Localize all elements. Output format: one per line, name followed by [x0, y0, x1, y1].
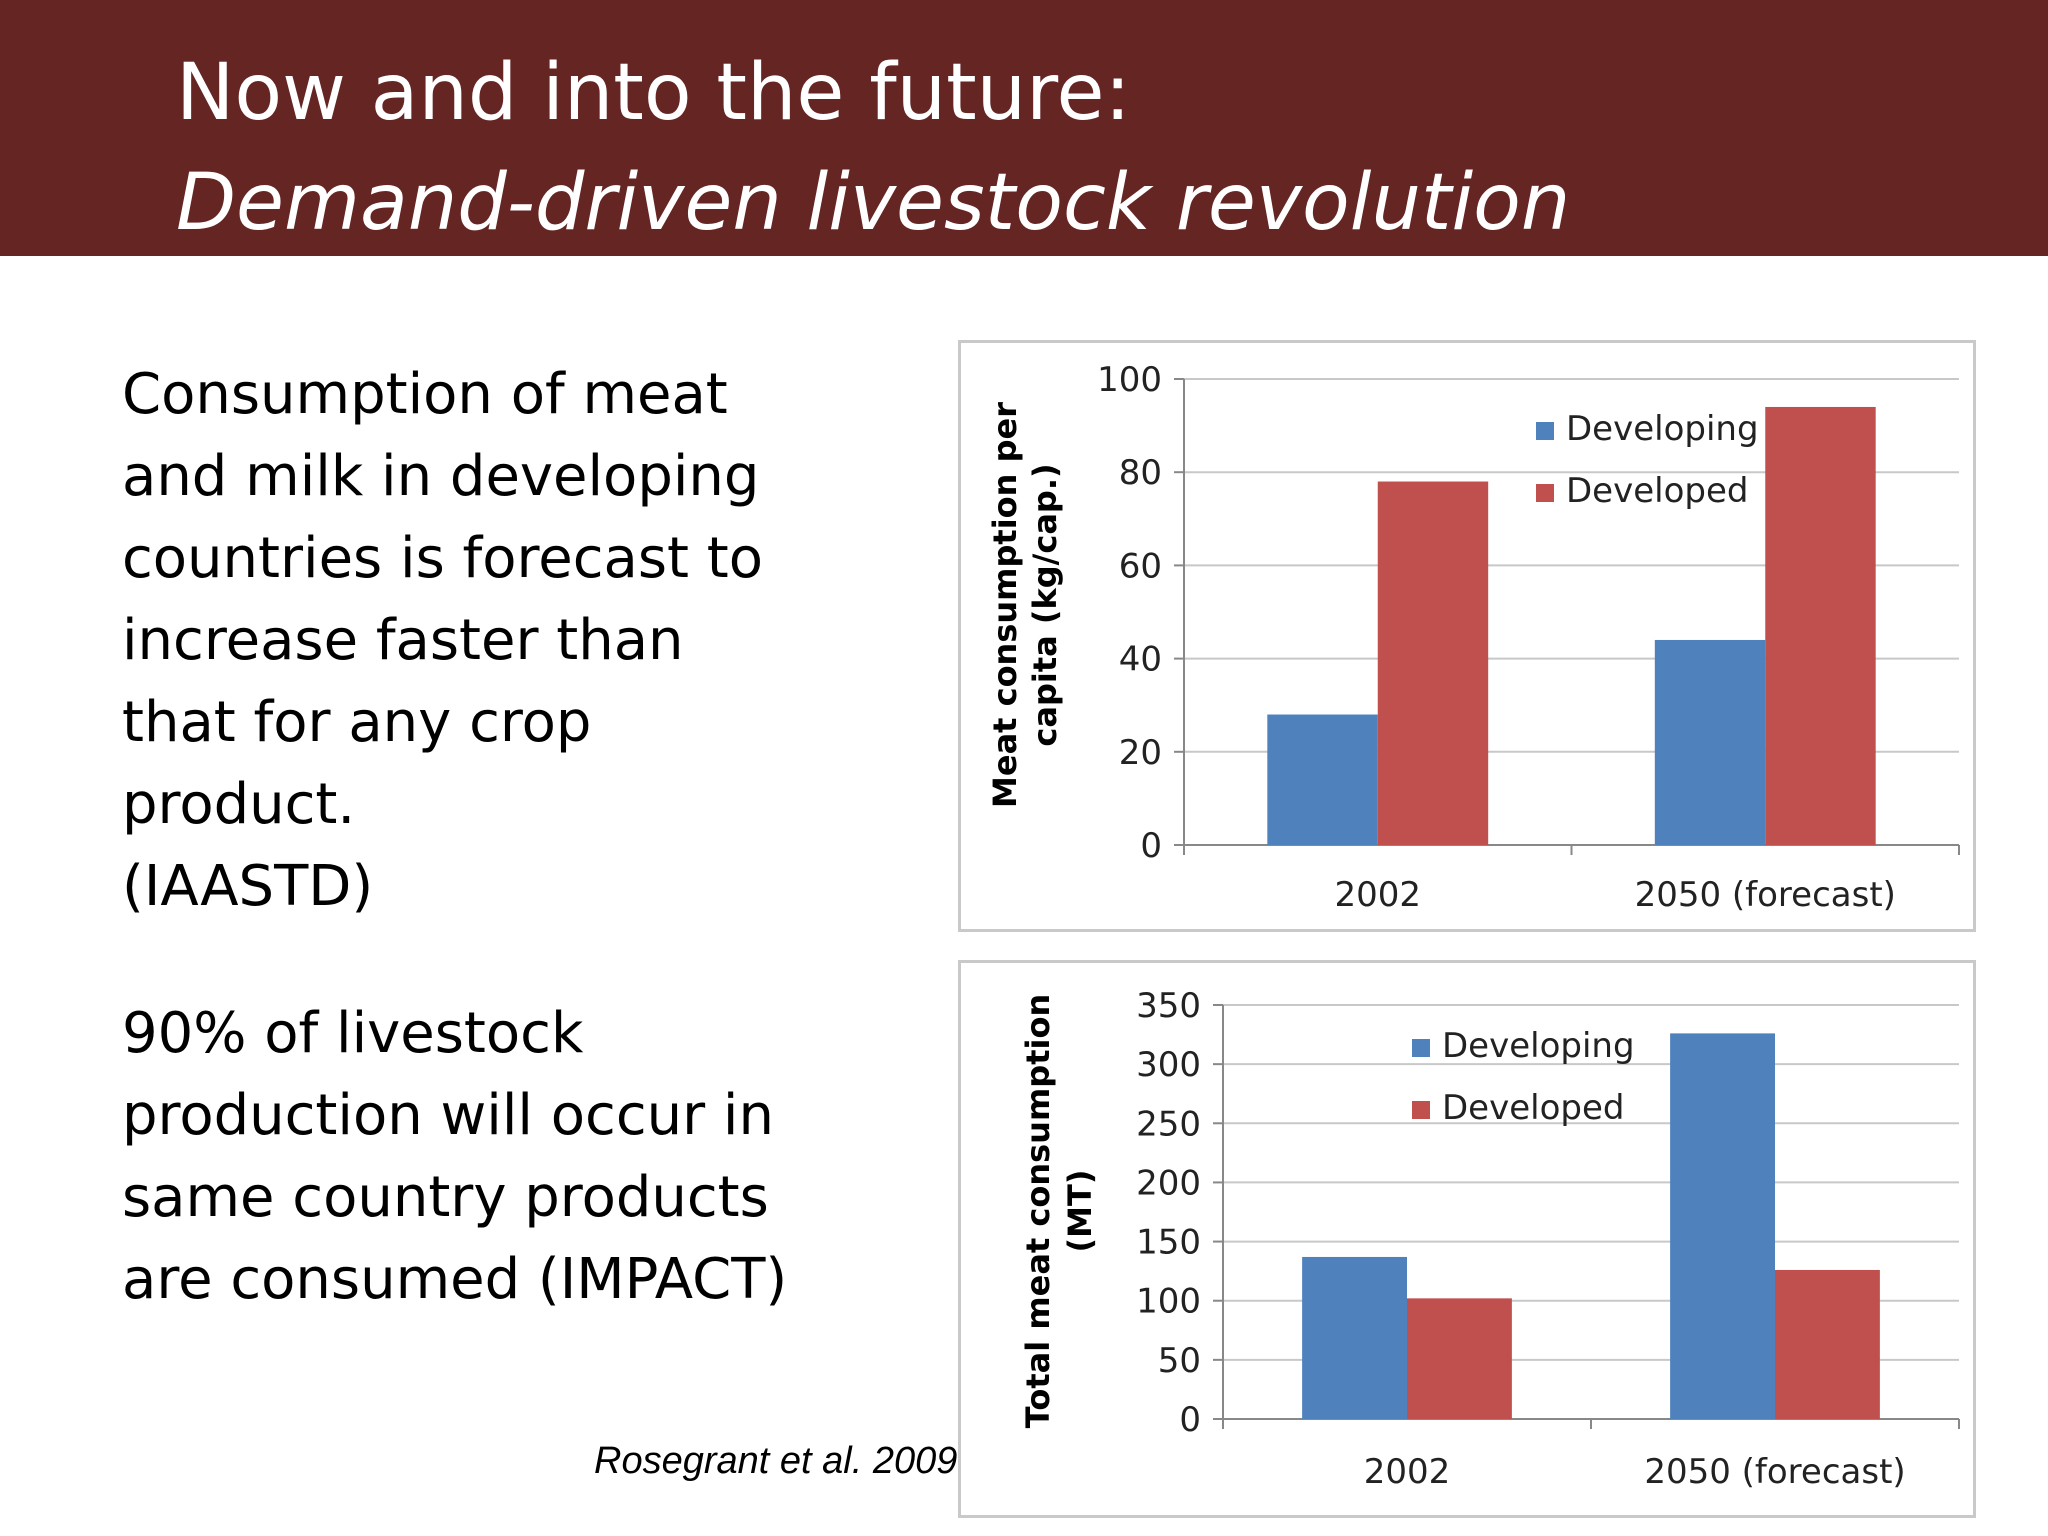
y-tick-label: 0 [1140, 826, 1162, 866]
paragraph-line: same country products [122, 1165, 769, 1230]
paragraph-line: are consumed (IMPACT) [122, 1247, 788, 1312]
legend-label: Developing [1566, 409, 1759, 449]
bar-developed-2050-forecast- [1775, 1269, 1880, 1419]
bar-developing-2002 [1267, 714, 1378, 845]
paragraph-line: and milk in developing [122, 444, 760, 509]
legend-label: Developed [1566, 471, 1748, 511]
slide-title: Now and into the future: [176, 48, 1131, 138]
legend-label: Developed [1442, 1088, 1624, 1128]
y-tick-label: 60 [1119, 546, 1162, 586]
y-tick-label: 150 [1136, 1223, 1201, 1263]
y-axis-title: capita (kg/cap.) [1026, 463, 1064, 746]
paragraph-line: (IAASTD) [122, 854, 374, 919]
legend-swatch [1412, 1101, 1430, 1119]
y-tick-label: 100 [1097, 360, 1162, 400]
chart-total: 0 50 100 150 200 250 300 350 2002 2050 (forecast)… [958, 960, 1976, 1518]
x-category-label: 2002 [1364, 1452, 1451, 1492]
paragraph-line: that for any crop [122, 690, 592, 755]
paragraph-consumption: Consumption of meat and milk in developi… [122, 354, 763, 928]
y-tick-label: 20 [1119, 733, 1162, 773]
y-axis-title: (MT) [1061, 1170, 1099, 1253]
y-tick-label: 80 [1119, 453, 1162, 493]
y-tick-label: 250 [1136, 1104, 1201, 1144]
paragraph-line: 90% of livestock [122, 1001, 584, 1066]
paragraph-line: increase faster than [122, 608, 684, 673]
y-tick-label: 200 [1136, 1163, 1201, 1203]
bar-developed-2002 [1377, 481, 1489, 845]
bar-developing-2050-forecast- [1670, 1033, 1775, 1419]
y-tick-label: 350 [1136, 986, 1201, 1026]
bar-developing-2050-forecast- [1654, 639, 1766, 845]
x-category-label: 2050 (forecast) [1644, 1452, 1905, 1492]
paragraph-line: production will occur in [122, 1083, 774, 1148]
legend-swatch [1536, 422, 1554, 440]
paragraph-line: countries is forecast to [122, 526, 764, 591]
paragraph-line: Consumption of meat [122, 362, 728, 427]
paragraph-production: 90% of livestock production will occur i… [122, 993, 787, 1321]
paragraph-line: product. [122, 772, 356, 837]
y-axis-title: Meat consumption per [986, 402, 1024, 808]
x-category-label: 2050 (forecast) [1635, 875, 1896, 915]
citation: Rosegrant et al. 2009 [594, 1440, 958, 1482]
legend-label: Developing [1442, 1026, 1635, 1066]
y-tick-label: 50 [1158, 1341, 1201, 1381]
y-tick-label: 0 [1179, 1400, 1201, 1440]
title-bar: Now and into the future: Demand-driven l… [0, 0, 2048, 256]
bar-developing-2002 [1302, 1256, 1407, 1419]
y-tick-label: 40 [1119, 640, 1162, 680]
x-category-label: 2002 [1334, 875, 1421, 915]
chart-per-capita: 0 20 40 60 80 100 2002 2050 (forecast) Meat cons… [958, 340, 1976, 932]
y-axis-title: Total meat consumption [1019, 994, 1057, 1428]
chart-total-svg: 0 50 100 150 200 250 300 350 2002 2050 (forecast)… [1019, 986, 1960, 1492]
chart-per-capita-svg: 0 20 40 60 80 100 2002 2050 (forecast) Meat cons… [986, 360, 1960, 915]
legend-swatch [1412, 1039, 1430, 1057]
legend-swatch [1536, 484, 1554, 502]
bar-developed-2002 [1407, 1298, 1512, 1419]
bar-developed-2050-forecast- [1765, 406, 1876, 845]
y-tick-label: 100 [1136, 1282, 1201, 1322]
slide-subtitle: Demand-driven livestock revolution [176, 158, 1571, 248]
y-tick-label: 300 [1136, 1045, 1201, 1085]
